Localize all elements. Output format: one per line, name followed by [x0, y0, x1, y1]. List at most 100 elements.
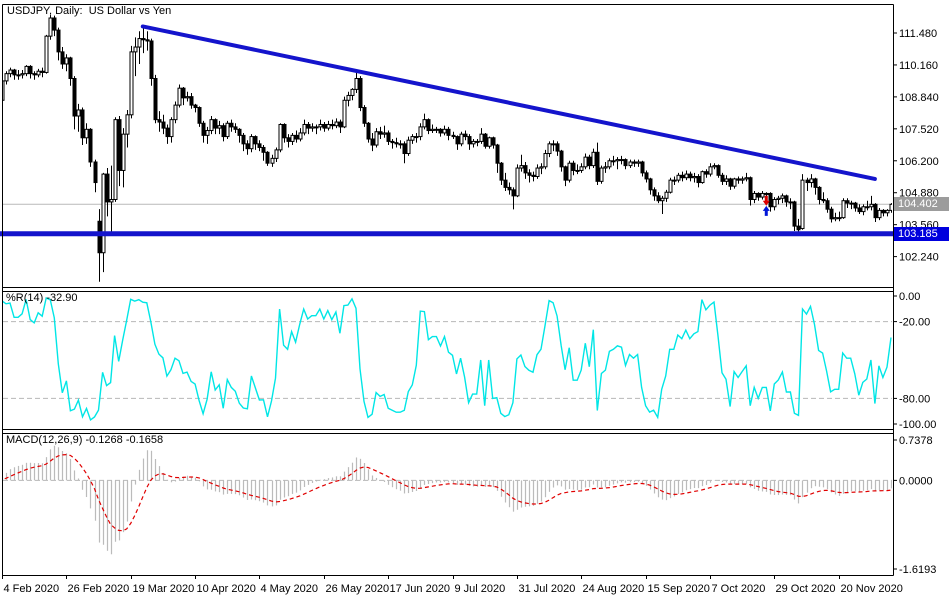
candle-bull	[471, 140, 476, 145]
candle-bull	[270, 157, 275, 164]
candle-bear	[652, 189, 657, 197]
candle-bull	[113, 119, 118, 200]
candle-bear	[704, 171, 709, 175]
macd-signal-line	[3, 453, 892, 532]
candle-bear	[555, 143, 560, 152]
candle-bull	[205, 130, 210, 136]
candle-bull	[310, 126, 315, 129]
candle-bull	[664, 191, 669, 199]
descending-trendline[interactable]	[140, 24, 877, 181]
candle-bull	[121, 133, 126, 171]
candle-bear	[720, 174, 725, 182]
candle-bear	[229, 122, 234, 128]
wpr-panel[interactable]	[0, 296, 892, 422]
candle-bull	[833, 217, 838, 220]
candle-bull	[374, 131, 379, 146]
candle-bear	[60, 51, 65, 65]
main-panel[interactable]	[0, 15, 893, 282]
candle-bear	[149, 40, 154, 79]
candle-bull	[125, 114, 130, 135]
candle-bear	[386, 132, 391, 142]
candle-bear	[531, 174, 536, 178]
candle-bull	[249, 136, 254, 150]
candle-bear	[632, 161, 637, 164]
candle-bull	[583, 156, 588, 168]
candle-bull	[442, 128, 447, 134]
candle-bear	[117, 119, 122, 171]
candle-bull	[169, 119, 174, 138]
candle-bull	[459, 133, 464, 145]
candle-bull	[672, 179, 677, 182]
wpr-line-series	[3, 296, 892, 422]
candle-bull	[298, 132, 303, 140]
candle-bear	[527, 172, 532, 176]
candle-bull	[109, 198, 114, 203]
candle-bear	[193, 104, 198, 109]
candle-bear	[390, 140, 395, 144]
candle-bear	[378, 131, 383, 135]
candle-bull	[575, 169, 580, 172]
candle-bear	[181, 87, 186, 99]
candle-bear	[72, 77, 77, 117]
candle-bull	[185, 96, 190, 99]
candle-bear	[241, 134, 246, 145]
candle-bull	[318, 123, 323, 128]
price-axis-label: 106.200	[899, 156, 939, 168]
candle-bull	[708, 166, 713, 175]
candle-bull	[290, 134, 295, 142]
macd-axis-label: 0.0000	[899, 475, 933, 487]
candle-bear	[40, 70, 45, 73]
candle-bear	[857, 207, 862, 213]
candle-bear	[817, 186, 822, 200]
candle-bull	[724, 178, 729, 182]
candle-bull	[8, 69, 13, 75]
candle-bull	[36, 70, 41, 76]
candle-bear	[796, 225, 801, 231]
candle-bull	[849, 202, 854, 205]
time-axis-label: 9 Jul 2020	[455, 583, 506, 595]
candle-bear	[370, 138, 375, 146]
candle-bear	[322, 123, 327, 129]
candle-bull	[346, 94, 351, 101]
candle-bull	[101, 173, 106, 254]
candle-bull	[764, 192, 769, 195]
candle-bear	[394, 142, 399, 145]
wpr-axis-label: 0.00	[899, 291, 920, 303]
candle-bull	[342, 99, 347, 128]
buy-arrow-marker[interactable]	[762, 205, 770, 216]
candle-bull	[44, 35, 49, 73]
candle-bear	[728, 178, 733, 187]
candle-bull	[543, 153, 548, 168]
candle-bull	[535, 167, 540, 178]
candle-bull	[354, 77, 359, 90]
candle-bear	[56, 29, 61, 53]
candle-bull	[133, 46, 138, 53]
candle-bear	[366, 122, 371, 140]
candle-bull	[660, 197, 665, 202]
candle-bear	[463, 133, 468, 138]
candle-bear	[648, 178, 653, 191]
candle-bear	[736, 178, 741, 181]
candle-bear	[873, 203, 878, 219]
candle-bear	[595, 151, 600, 182]
candle-bear	[153, 77, 158, 121]
candle-bear	[28, 65, 33, 75]
candle-bear	[105, 173, 110, 203]
time-axis-label: 24 Aug 2020	[583, 583, 645, 595]
candle-bull	[84, 128, 89, 139]
candle-bull	[591, 151, 596, 167]
candle-bull	[430, 128, 435, 132]
candle-bull	[177, 87, 182, 106]
candle-bear	[446, 128, 451, 136]
candle-bull	[800, 179, 805, 230]
sell-arrow-marker[interactable]	[762, 195, 770, 206]
support-price-badge[interactable]: 103.185	[894, 227, 949, 241]
candle-bull	[3, 80, 5, 101]
candle-bear	[688, 173, 693, 179]
macd-panel[interactable]	[0, 445, 892, 555]
candle-bear	[253, 136, 258, 145]
candle-bear	[467, 136, 472, 145]
candle-bear	[265, 151, 270, 164]
candle-bull	[314, 126, 319, 129]
